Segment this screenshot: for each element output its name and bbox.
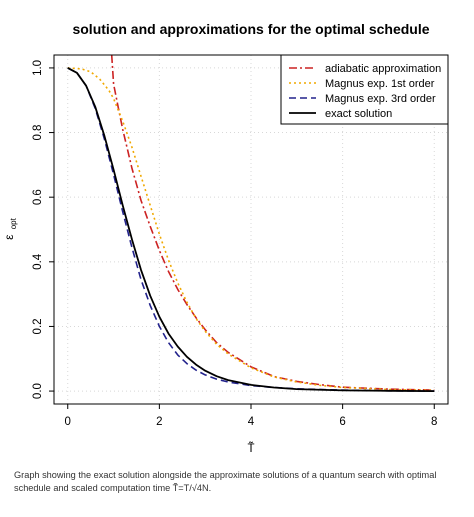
chart-figure: solution and approximations for the opti… (2, 21, 449, 455)
x-axis-label: T̃ (247, 442, 254, 455)
x-axis: 0 2 4 6 8 (65, 404, 437, 428)
series-layer (67, 55, 435, 392)
y-axis-label: ε (2, 234, 16, 240)
legend-label-2: Magnus exp. 3rd order (325, 93, 436, 105)
figure-caption: Graph showing the exact solution alongsi… (14, 470, 437, 493)
legend-label-0: adiabatic approximation (325, 63, 441, 75)
y-tick-label: 0.8 (32, 125, 44, 141)
x-tick-label: 0 (65, 416, 71, 428)
y-tick-label: 0.4 (32, 253, 44, 270)
legend: adiabatic approximation Magnus exp. 1st o… (280, 54, 449, 125)
y-tick-label: 0.6 (32, 189, 44, 205)
y-axis-label-subscript: opt (9, 217, 18, 229)
x-tick-label: 6 (339, 416, 345, 428)
legend-label-1: Magnus exp. 1st order (325, 78, 435, 90)
x-tick-label: 4 (248, 416, 255, 428)
x-tick-label: 2 (156, 416, 162, 428)
y-tick-label: 0.2 (32, 318, 44, 334)
y-tick-label: 0.0 (32, 383, 44, 399)
x-tick-label: 8 (431, 416, 437, 428)
y-axis: 0.0 0.2 0.4 0.6 0.8 1.0 (32, 60, 54, 399)
svg-text:ε opt: ε opt (2, 217, 18, 239)
y-axis-label-group: ε opt (2, 217, 18, 239)
series-line-3 (67, 67, 435, 392)
chart-title: solution and approximations for the opti… (72, 21, 429, 37)
legend-label-3: exact solution (325, 108, 392, 120)
y-tick-label: 1.0 (32, 60, 44, 76)
